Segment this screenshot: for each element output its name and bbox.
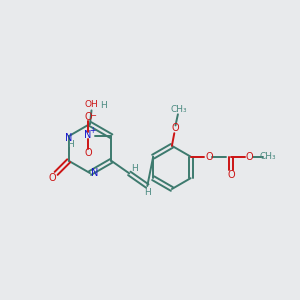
Text: H: H — [67, 140, 74, 149]
Text: O: O — [227, 169, 235, 180]
Text: O: O — [84, 112, 92, 122]
Text: OH: OH — [85, 100, 98, 109]
Text: N: N — [91, 167, 98, 178]
Text: −: − — [89, 111, 96, 120]
Text: H: H — [144, 188, 151, 197]
Text: N: N — [84, 130, 92, 140]
Text: N: N — [65, 133, 72, 143]
Text: H: H — [100, 101, 107, 110]
Text: O: O — [246, 152, 253, 162]
Text: O: O — [206, 152, 213, 162]
Text: H: H — [131, 164, 138, 173]
Text: O: O — [171, 123, 179, 134]
Text: CH₃: CH₃ — [170, 105, 187, 114]
Text: +: + — [89, 126, 96, 135]
Text: O: O — [84, 148, 92, 158]
Text: CH₃: CH₃ — [260, 152, 276, 161]
Text: O: O — [48, 173, 56, 183]
